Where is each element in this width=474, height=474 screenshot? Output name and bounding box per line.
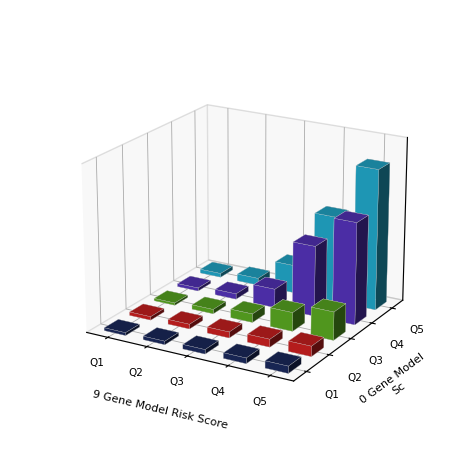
Y-axis label: 0 Gene Model
Sc: 0 Gene Model Sc	[358, 352, 433, 415]
X-axis label: 9 Gene Model Risk Score: 9 Gene Model Risk Score	[91, 390, 228, 431]
